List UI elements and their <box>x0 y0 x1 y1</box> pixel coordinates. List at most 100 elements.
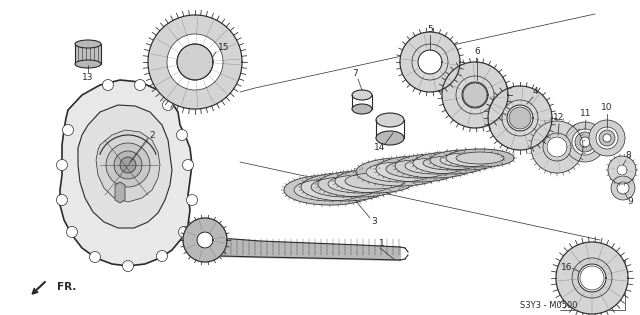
Circle shape <box>509 107 531 129</box>
Polygon shape <box>440 153 492 167</box>
Text: 12: 12 <box>554 113 564 123</box>
Polygon shape <box>366 162 434 182</box>
Circle shape <box>90 251 100 262</box>
Ellipse shape <box>75 40 101 48</box>
Polygon shape <box>78 105 172 228</box>
Polygon shape <box>294 179 366 201</box>
Text: 13: 13 <box>83 73 93 83</box>
Circle shape <box>572 258 612 298</box>
Text: 9: 9 <box>627 198 633 207</box>
Polygon shape <box>430 150 502 170</box>
Polygon shape <box>376 156 460 182</box>
Polygon shape <box>386 160 450 178</box>
Circle shape <box>177 129 188 140</box>
Circle shape <box>589 120 625 156</box>
Circle shape <box>565 122 605 162</box>
Circle shape <box>122 261 134 272</box>
Polygon shape <box>301 173 389 201</box>
Polygon shape <box>328 175 392 193</box>
Polygon shape <box>60 80 192 266</box>
Polygon shape <box>356 158 444 186</box>
Circle shape <box>580 137 590 147</box>
Polygon shape <box>446 149 514 167</box>
Circle shape <box>617 182 629 194</box>
Circle shape <box>63 124 74 135</box>
Text: 3: 3 <box>371 217 377 226</box>
Circle shape <box>412 44 448 80</box>
Text: 16: 16 <box>561 262 573 272</box>
Text: 1: 1 <box>379 239 385 249</box>
Circle shape <box>575 132 595 152</box>
Polygon shape <box>284 175 376 205</box>
Polygon shape <box>531 121 583 173</box>
Polygon shape <box>311 177 379 197</box>
Polygon shape <box>442 62 508 128</box>
Text: S3Y3 - M0500: S3Y3 - M0500 <box>520 301 577 311</box>
Text: 2: 2 <box>149 130 155 140</box>
Polygon shape <box>96 130 160 202</box>
Ellipse shape <box>75 60 101 68</box>
Circle shape <box>134 79 145 90</box>
Polygon shape <box>578 264 606 292</box>
Circle shape <box>599 130 615 146</box>
Polygon shape <box>318 171 402 197</box>
Circle shape <box>186 194 198 205</box>
Text: 10: 10 <box>601 104 612 112</box>
Polygon shape <box>395 154 475 178</box>
Circle shape <box>167 34 223 90</box>
Bar <box>75 44 101 64</box>
Circle shape <box>56 159 67 170</box>
Polygon shape <box>507 105 533 131</box>
Ellipse shape <box>352 104 372 114</box>
Circle shape <box>572 129 598 155</box>
Polygon shape <box>115 182 125 203</box>
Polygon shape <box>400 32 460 92</box>
Polygon shape <box>177 44 213 80</box>
Circle shape <box>163 100 173 111</box>
Circle shape <box>611 176 635 200</box>
Circle shape <box>182 159 193 170</box>
Circle shape <box>179 226 189 238</box>
Circle shape <box>502 100 538 136</box>
Text: 6: 6 <box>474 48 480 56</box>
Polygon shape <box>148 15 242 109</box>
Circle shape <box>157 250 168 261</box>
Circle shape <box>603 134 611 142</box>
Polygon shape <box>617 165 627 175</box>
Circle shape <box>177 44 213 80</box>
Circle shape <box>596 127 618 149</box>
Text: 7: 7 <box>352 70 358 78</box>
Ellipse shape <box>352 90 372 100</box>
Polygon shape <box>418 50 442 74</box>
Polygon shape <box>456 152 504 164</box>
Circle shape <box>114 151 142 179</box>
Circle shape <box>463 83 487 107</box>
Polygon shape <box>335 169 415 193</box>
Text: FR.: FR. <box>57 282 76 292</box>
Text: 11: 11 <box>580 110 592 118</box>
Polygon shape <box>423 156 479 170</box>
Text: 4: 4 <box>532 88 538 96</box>
Polygon shape <box>197 232 213 248</box>
Polygon shape <box>345 173 405 189</box>
Polygon shape <box>413 152 489 174</box>
Circle shape <box>56 194 67 205</box>
Polygon shape <box>405 158 465 174</box>
Circle shape <box>580 266 604 290</box>
Circle shape <box>67 226 77 238</box>
Text: 5: 5 <box>427 26 433 35</box>
Circle shape <box>106 143 150 187</box>
Text: 14: 14 <box>374 144 386 152</box>
Polygon shape <box>547 137 567 157</box>
Ellipse shape <box>376 113 404 127</box>
Text: 8: 8 <box>625 151 631 159</box>
Circle shape <box>102 79 113 90</box>
Circle shape <box>120 157 136 173</box>
Polygon shape <box>183 218 227 262</box>
Text: 15: 15 <box>218 43 230 53</box>
Circle shape <box>543 133 571 161</box>
Ellipse shape <box>376 131 404 145</box>
Circle shape <box>456 76 494 114</box>
Polygon shape <box>488 86 552 150</box>
Polygon shape <box>556 242 628 314</box>
